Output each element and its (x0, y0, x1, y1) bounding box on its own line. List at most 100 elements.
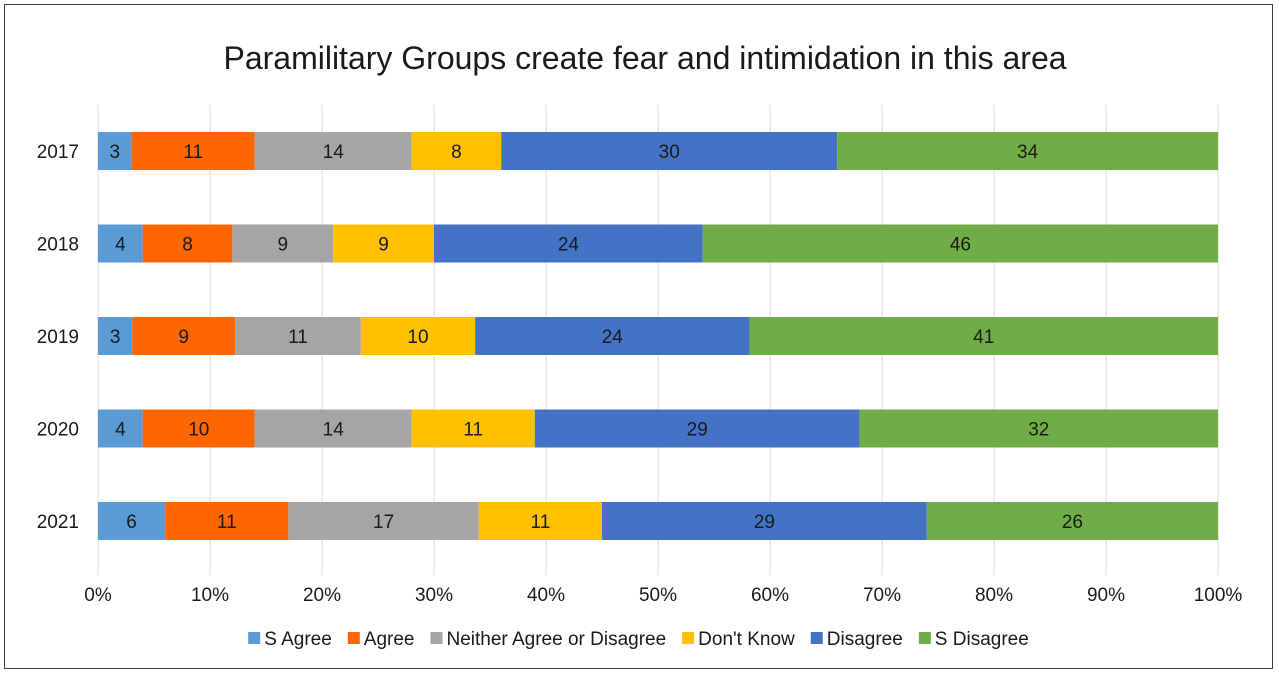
bar-segment (478, 502, 602, 540)
stacked-bar-chart: Paramilitary Groups create fear and inti… (37, 40, 1243, 650)
bar-segment (232, 224, 334, 263)
bar-segment (142, 409, 255, 448)
bar-segment (165, 502, 289, 540)
bar-segment (837, 132, 1218, 170)
data-label: 3 (110, 142, 121, 163)
data-label: 10 (188, 420, 209, 441)
data-label: 32 (1028, 420, 1049, 441)
bar-segment (702, 224, 1218, 263)
data-label: 29 (754, 512, 775, 533)
x-tick-label: 100% (1194, 585, 1243, 606)
data-label: 9 (178, 327, 189, 348)
x-tick-label: 30% (415, 585, 453, 606)
data-label: 26 (1062, 512, 1083, 533)
data-label: 4 (115, 235, 126, 256)
legend-item: Neither Agree or Disagree (430, 629, 667, 650)
legend: S Agree Agree Neither Agree or Disagree Don… (248, 629, 1029, 650)
bar-segment (142, 224, 233, 263)
legend-item: Agree (347, 629, 415, 650)
bar-segment (534, 409, 860, 448)
chart-frame: Paramilitary Groups create fear and inti… (4, 4, 1273, 669)
bar-segment (98, 132, 132, 170)
data-label: 8 (451, 142, 462, 163)
data-label: 3 (110, 327, 121, 348)
data-label: 29 (687, 420, 708, 441)
data-label: 14 (323, 420, 345, 441)
bar-segment (254, 132, 412, 170)
y-tick-label: 2021 (37, 512, 79, 533)
data-label: 11 (463, 420, 483, 441)
data-label: 17 (373, 512, 394, 533)
legend-item: Don't Know (682, 629, 795, 650)
bar-segment (411, 132, 502, 170)
bar-segment (235, 317, 361, 355)
bar-segment (333, 224, 434, 263)
bar-segment (288, 502, 479, 540)
bar-segment (98, 409, 143, 448)
bar-segment (131, 132, 255, 170)
x-tick-label: 10% (191, 585, 229, 606)
legend-swatch (347, 632, 360, 644)
legend-swatch (430, 632, 443, 644)
x-tick-label: 20% (303, 585, 341, 606)
legend-item: Disagree (810, 629, 903, 650)
data-label: 11 (217, 512, 237, 533)
x-tick-label: 40% (527, 585, 565, 606)
legend-label: Neither Agree or Disagree (447, 629, 667, 650)
data-label: 4 (115, 420, 126, 441)
y-tick-label: 2018 (37, 235, 79, 256)
data-label: 34 (1017, 142, 1039, 163)
x-tick-label: 50% (639, 585, 677, 606)
bar-segment (132, 317, 236, 355)
bar-segment (98, 317, 133, 355)
bar-segment (501, 132, 838, 170)
legend-swatch (248, 632, 261, 644)
chart-title: Paramilitary Groups create fear and inti… (223, 40, 1066, 76)
data-labels: 3 11 14 8 30 34 4 8 9 9 24 46 3 9 11 10 24 41 4 10 14 11 29 32 6… (110, 142, 1083, 533)
legend-swatch (682, 632, 695, 644)
data-label: 9 (378, 235, 389, 256)
bar-segment (749, 317, 1218, 355)
x-tick-label: 70% (863, 585, 901, 606)
data-label: 30 (659, 142, 680, 163)
data-label: 46 (950, 235, 971, 256)
legend-item: S Disagree (918, 629, 1029, 650)
data-label: 24 (558, 235, 580, 256)
data-label: 11 (531, 512, 551, 533)
legend-label: S Disagree (935, 629, 1029, 650)
legend-label: S Agree (264, 629, 332, 650)
bar-segment (98, 224, 143, 263)
legend-swatch (918, 632, 931, 644)
x-tick-label: 80% (975, 585, 1013, 606)
bar-segment (360, 317, 476, 355)
legend-label: Disagree (827, 629, 903, 650)
bar-segment (98, 502, 166, 540)
x-tick-label: 60% (751, 585, 789, 606)
data-label: 11 (288, 327, 308, 348)
data-label: 10 (407, 327, 428, 348)
data-label: 6 (126, 512, 137, 533)
legend-swatch (810, 632, 823, 644)
bar-segment (434, 224, 703, 263)
x-axis: 0% 10% 20% 30% 40% 50% 60% 70% 80% 90% 100% (84, 585, 1242, 606)
x-tick-label: 0% (84, 585, 112, 606)
bar-segment (254, 409, 412, 448)
bar-segment (475, 317, 750, 355)
data-label: 24 (602, 327, 624, 348)
y-tick-label: 2017 (37, 142, 79, 163)
bar-segment (602, 502, 927, 540)
legend-label: Agree (364, 629, 415, 650)
y-tick-label: 2020 (37, 420, 79, 441)
data-label: 11 (183, 142, 203, 163)
bar-segment (859, 409, 1218, 448)
data-label: 41 (973, 327, 994, 348)
data-label: 8 (182, 235, 193, 256)
y-axis: 2017 2018 2019 2020 2021 (37, 142, 79, 533)
bar-segment (926, 502, 1218, 540)
legend-item: S Agree (248, 629, 332, 650)
x-tick-label: 90% (1087, 585, 1125, 606)
data-label: 14 (323, 142, 345, 163)
y-tick-label: 2019 (37, 327, 79, 348)
bars (98, 132, 1218, 540)
data-label: 9 (278, 235, 289, 256)
